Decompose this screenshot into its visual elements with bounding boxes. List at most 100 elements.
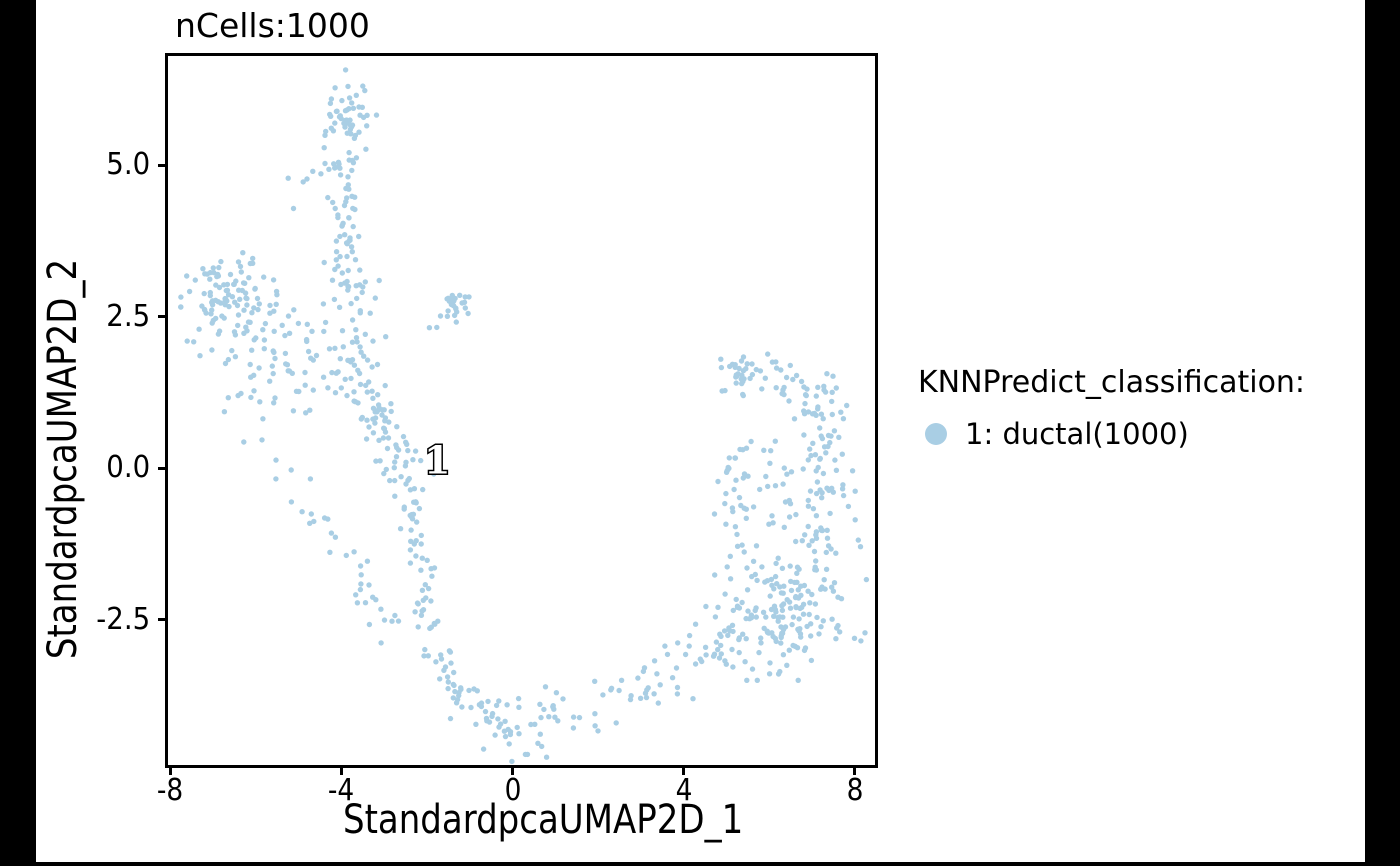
scatter-point	[742, 659, 748, 665]
scatter-point	[416, 505, 423, 512]
scatter-point	[238, 269, 244, 275]
scatter-point	[772, 438, 778, 444]
scatter-point	[351, 549, 357, 555]
scatter-point	[782, 624, 789, 630]
scatter-point	[821, 577, 827, 583]
scatter-point	[291, 307, 297, 313]
scatter-point	[366, 621, 373, 628]
scatter-point	[383, 334, 389, 340]
scatter-point	[337, 253, 343, 260]
scatter-point	[254, 295, 261, 302]
scatter-point	[787, 563, 793, 569]
scatter-point	[349, 339, 356, 345]
scatter-point	[805, 503, 812, 509]
scatter-point	[718, 356, 724, 362]
scatter-point	[829, 398, 835, 405]
scatter-point	[270, 370, 276, 377]
scatter-point	[329, 369, 335, 376]
scatter-point	[202, 271, 208, 277]
scatter-point	[305, 348, 312, 355]
scatter-point	[340, 344, 346, 350]
scatter-point	[374, 361, 381, 368]
scatter-point	[808, 452, 814, 459]
scatter-point	[662, 643, 668, 649]
scatter-point	[862, 630, 868, 636]
scatter-point	[447, 715, 454, 722]
scatter-point	[786, 514, 793, 520]
scatter-point	[833, 385, 839, 391]
scatter-point	[207, 269, 214, 276]
scatter-point	[370, 405, 377, 411]
scatter-point	[349, 167, 355, 174]
scatter-point	[830, 489, 836, 495]
scatter-point	[186, 288, 193, 295]
scatter-point	[794, 570, 800, 576]
scatter-point	[222, 360, 229, 367]
scatter-point	[241, 439, 247, 445]
scatter-point	[448, 660, 454, 666]
scatter-point	[767, 460, 773, 466]
scatter-point	[428, 598, 434, 604]
scatter-point	[790, 614, 797, 620]
scatter-point	[200, 266, 206, 272]
scatter-point	[766, 521, 772, 527]
scatter-point	[496, 698, 502, 704]
scatter-point	[807, 600, 813, 606]
scatter-point	[391, 465, 397, 471]
scatter-point	[210, 317, 216, 324]
scatter-point	[321, 145, 327, 151]
scatter-point	[787, 362, 793, 369]
scatter-point	[801, 432, 807, 438]
scatter-point	[752, 607, 758, 614]
scatter-point	[835, 594, 841, 600]
scatter-point	[331, 296, 338, 303]
scatter-point	[758, 635, 764, 641]
scatter-point	[349, 317, 356, 323]
scatter-point	[387, 477, 393, 484]
scatter-point	[462, 305, 468, 311]
scatter-point	[778, 367, 784, 373]
scatter-point	[713, 639, 720, 645]
scatter-point	[369, 364, 375, 370]
scatter-point	[775, 555, 781, 561]
scatter-point	[813, 529, 820, 535]
scatter-point	[775, 671, 782, 677]
scatter-point	[509, 758, 515, 765]
scatter-point	[657, 682, 663, 688]
scatter-point	[353, 155, 360, 161]
scatter-point	[532, 721, 538, 727]
scatter-point	[829, 411, 835, 418]
scatter-point	[651, 658, 658, 664]
scatter-point	[784, 662, 790, 668]
scatter-point	[733, 477, 739, 483]
scatter-point	[364, 558, 371, 564]
scatter-point	[196, 326, 202, 332]
scatter-point	[507, 731, 514, 738]
scatter-point	[767, 660, 773, 666]
scatter-point	[543, 754, 550, 760]
scatter-point	[789, 621, 795, 628]
scatter-point	[262, 320, 269, 327]
scatter-point	[743, 366, 749, 372]
scatter-point	[400, 433, 407, 440]
scatter-point	[804, 386, 810, 392]
scatter-point	[762, 579, 768, 585]
scatter-point	[805, 523, 811, 530]
scatter-point	[674, 691, 681, 697]
scatter-point	[350, 205, 356, 212]
scatter-point	[736, 494, 743, 501]
scatter-point	[429, 573, 435, 579]
scatter-point	[362, 87, 368, 94]
scatter-point	[332, 266, 338, 273]
scatter-point	[814, 614, 820, 621]
scatter-point	[453, 305, 459, 311]
scatter-point	[783, 374, 790, 381]
scatter-point	[418, 541, 424, 547]
scatter-point	[779, 630, 786, 636]
scatter-point	[778, 634, 784, 641]
scatter-point	[692, 621, 699, 627]
scatter-point	[770, 633, 776, 640]
y-tick-mark	[158, 315, 168, 319]
scatter-point	[346, 95, 353, 101]
